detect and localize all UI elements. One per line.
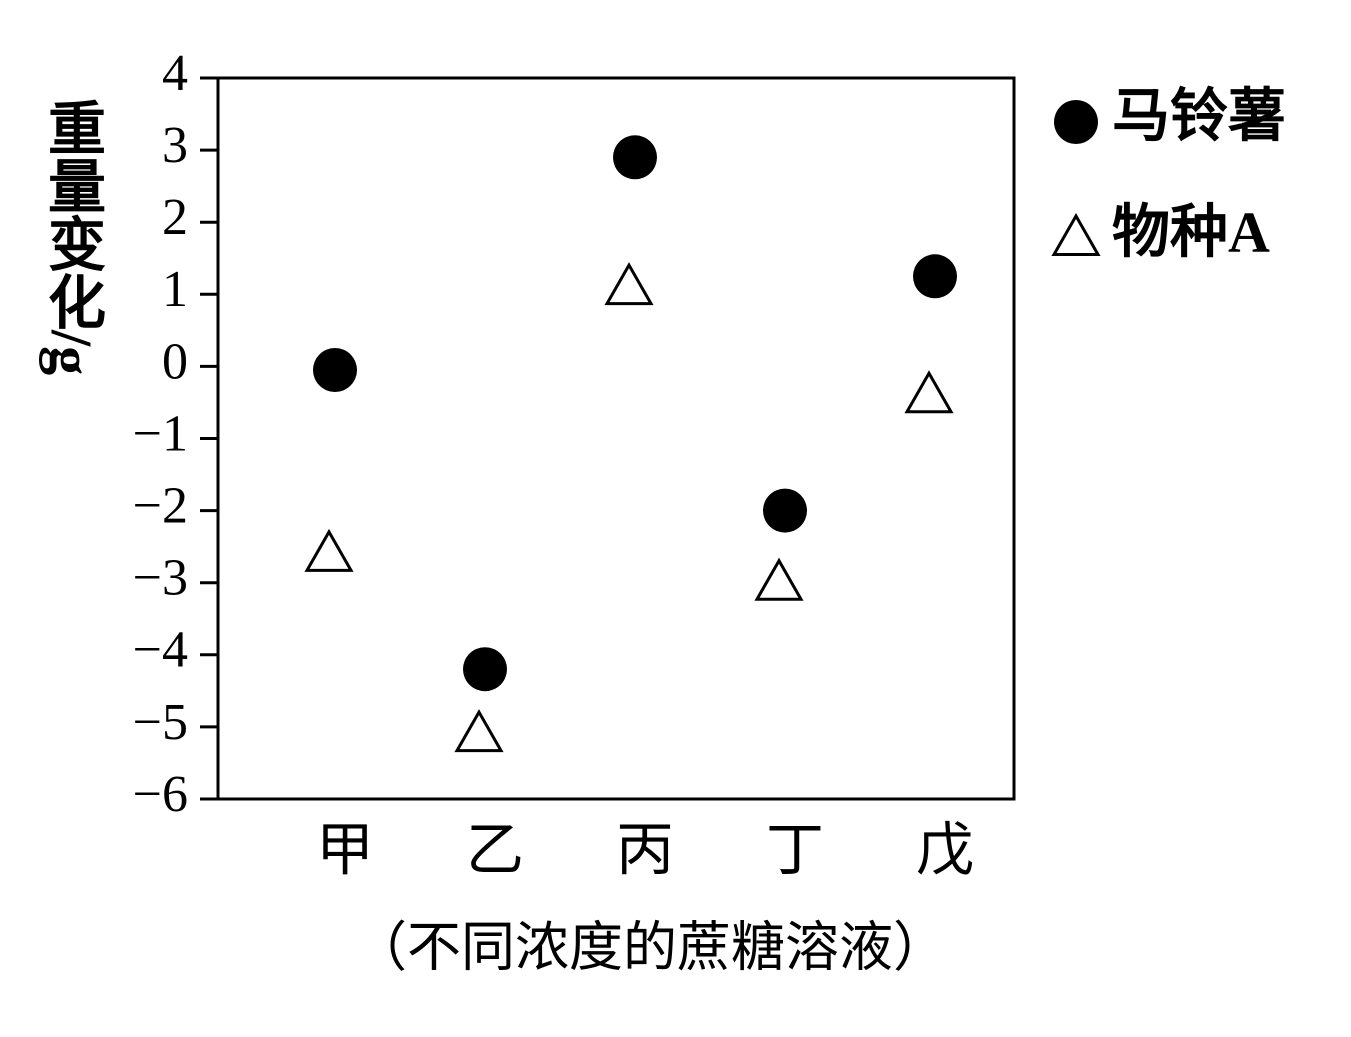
data-point <box>463 647 507 692</box>
data-point <box>904 370 954 414</box>
y-tick-label: 4 <box>162 45 188 102</box>
plot-frame <box>216 76 1016 801</box>
y-tick-label: 1 <box>162 261 188 318</box>
y-tick-label: 0 <box>162 333 188 390</box>
legend-label: 物种A <box>1112 199 1270 264</box>
y-tick-label: 2 <box>162 189 188 246</box>
x-tick-label: 丙 <box>616 817 674 882</box>
x-tick-label: 戊 <box>916 817 974 882</box>
y-tick-label: −3 <box>133 550 188 607</box>
x-axis-label: （不同浓度的蔗糖溶液） <box>353 917 947 977</box>
legend-marker <box>1054 100 1098 144</box>
legend-marker <box>1051 212 1101 256</box>
y-tick-label: −2 <box>133 478 188 535</box>
data-point <box>304 528 354 572</box>
x-tick-label: 丁 <box>766 817 824 882</box>
data-point <box>754 557 804 601</box>
y-axis-label: 重量变化/g <box>39 98 104 376</box>
x-tick-label: 甲 <box>316 817 374 882</box>
y-tick-label: 3 <box>162 117 188 174</box>
data-point <box>613 135 657 180</box>
data-point <box>604 262 654 306</box>
y-tick-label: −4 <box>133 622 188 679</box>
y-tick-label: −1 <box>133 405 188 462</box>
data-point <box>313 348 357 393</box>
data-point <box>913 254 957 299</box>
data-point <box>763 488 807 533</box>
y-tick-label: −5 <box>133 694 188 751</box>
data-point <box>454 709 504 753</box>
legend-label: 马铃薯 <box>1112 83 1286 148</box>
x-tick-label: 乙 <box>466 817 524 882</box>
y-tick-label: −6 <box>133 766 188 823</box>
